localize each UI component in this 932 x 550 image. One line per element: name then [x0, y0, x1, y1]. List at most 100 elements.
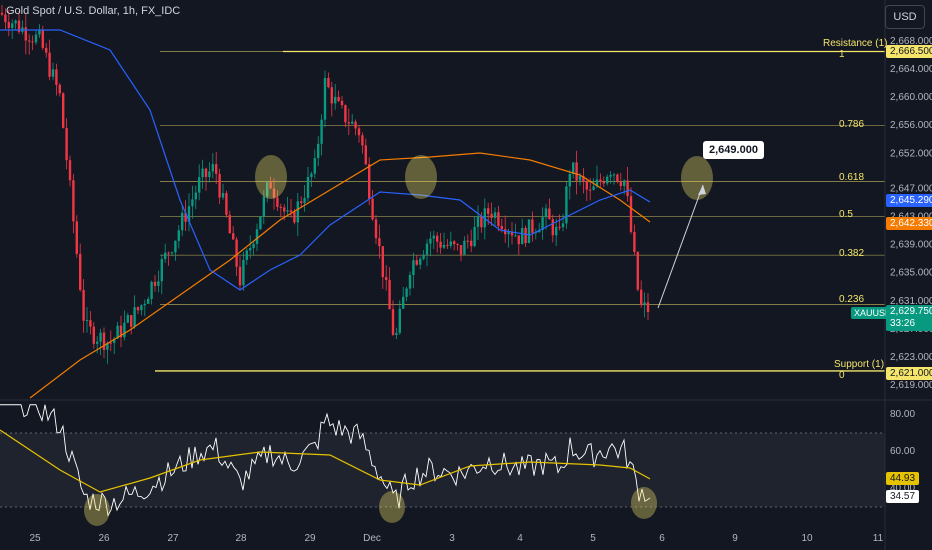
candle-body [500, 225, 503, 230]
candle-body [436, 235, 439, 242]
candle-body [415, 260, 418, 265]
candle-body [629, 196, 633, 232]
resistance-label: Resistance (1) [823, 38, 887, 49]
price-tick-label: 2,668.000 [890, 36, 932, 47]
candle-body [340, 100, 344, 106]
fib-label-0: 0 [839, 370, 845, 381]
candle-body [357, 128, 361, 136]
last-price-badge: 2,629.750 33:26 [886, 305, 932, 331]
fib-label-0382: 0.382 [839, 248, 864, 259]
candle-body [504, 229, 507, 235]
candle-body [619, 181, 622, 187]
candle-body [636, 251, 639, 290]
candle-body [633, 231, 636, 252]
candle-body [446, 244, 449, 246]
candle-body [466, 240, 469, 242]
candle-body [473, 226, 476, 247]
candle-body [449, 241, 452, 246]
candle-body [215, 164, 218, 174]
time-tick-label: Dec [363, 533, 381, 544]
candle-body [289, 210, 293, 212]
rsi-line [0, 404, 651, 517]
price-tick-label: 2,635.000 [890, 268, 932, 279]
candle-body [354, 121, 357, 129]
candle-body [439, 241, 442, 248]
candle-body [493, 212, 497, 218]
candle-body [24, 27, 27, 41]
candle-body [306, 176, 310, 198]
time-tick-label: 29 [304, 533, 316, 544]
candle-body [388, 279, 391, 310]
candle-body [238, 266, 242, 286]
support-label: Support (1) [834, 359, 884, 370]
time-tick-label: 26 [98, 533, 110, 544]
target-price-callout: 2,649.000 [703, 141, 764, 159]
candle-body [470, 240, 473, 247]
candle-body [378, 238, 381, 247]
candle-body [14, 20, 17, 24]
candle-body [456, 244, 459, 246]
candle-body [429, 238, 432, 244]
candle-body [252, 243, 255, 249]
candle-body [245, 250, 248, 260]
candle-body [89, 320, 92, 327]
candle-body [296, 201, 299, 223]
candle-body [402, 296, 405, 309]
candle-body [123, 322, 126, 338]
candle-body [313, 158, 316, 174]
highlight-circle [405, 155, 437, 199]
candle-body [548, 208, 551, 220]
chart-title: Gold Spot / U.S. Dollar, 1h, FX_IDC [6, 5, 181, 17]
rsi-tick-label: 40.00 [890, 483, 915, 494]
rsi-tick-label: 60.00 [890, 446, 915, 457]
candle-body [646, 302, 650, 313]
candle-body [249, 248, 252, 251]
candle-body [106, 342, 109, 350]
rsi-ma-badge: 44.93 [886, 472, 920, 485]
candle-body [602, 181, 605, 184]
candle-body [293, 211, 296, 223]
price-axis[interactable]: 2,668.000 2,664.000 2,660.000 2,656.000 2,65… [890, 36, 932, 391]
candle-body [119, 325, 123, 338]
candle-body [204, 168, 208, 178]
support-price-badge: 2,621.000 [886, 367, 932, 380]
candle-body [531, 219, 534, 233]
candle-body [527, 219, 531, 244]
candle-body [140, 305, 143, 311]
candle-body [221, 192, 225, 198]
candle-body [592, 186, 595, 190]
rsi-highlight-circles [84, 487, 657, 526]
candle-body [170, 252, 174, 254]
candle-body [0, 12, 4, 15]
price-tick-label: 2,619.000 [890, 380, 932, 391]
time-axis[interactable]: 25 26 27 28 29 Dec 3 4 5 6 9 10 11 [29, 533, 883, 544]
fib-label-0618: 0.618 [839, 172, 864, 183]
candle-body [565, 186, 568, 224]
candle-body [181, 212, 184, 231]
candle-body [187, 206, 191, 222]
candle-body [616, 174, 619, 182]
candle-body [623, 180, 626, 187]
candle-body [317, 143, 320, 159]
candle-body [371, 198, 374, 220]
fib-label-0236: 0.236 [839, 294, 864, 305]
bar-countdown: 33:26 [890, 318, 916, 329]
candle-body [412, 260, 415, 275]
candle-body [164, 252, 167, 260]
candle-body [113, 338, 116, 343]
candle-body [405, 288, 408, 297]
projection-arrow [657, 184, 704, 309]
rsi-axis[interactable]: 80.00 60.00 40.00 [890, 409, 915, 494]
candle-body [510, 232, 514, 236]
fib-label-05: 0.5 [839, 209, 853, 220]
time-tick-label: 5 [590, 533, 596, 544]
candle-body [4, 14, 7, 23]
candle-body [143, 303, 146, 306]
candle-body [184, 212, 187, 222]
candle-body [585, 181, 588, 190]
candle-body [55, 69, 58, 85]
currency-selector[interactable]: USD [885, 5, 925, 29]
candle-body [538, 229, 541, 233]
price-tick-label: 2,639.000 [890, 240, 932, 251]
